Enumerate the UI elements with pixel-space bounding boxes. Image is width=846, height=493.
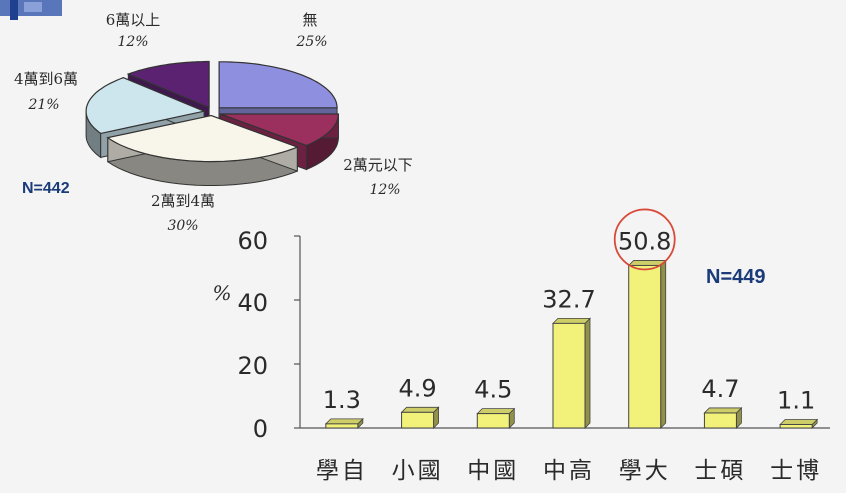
y-tick-0: 0 [253, 415, 268, 443]
pie-slice-2to4 [106, 114, 300, 163]
bar-6 [779, 423, 813, 429]
pie-label-under2-pct: 12% [369, 182, 400, 198]
x-category-label-2: 中國 [467, 458, 519, 484]
bar-value-label-2: 4.5 [474, 376, 512, 404]
bar-top-0 [324, 418, 364, 425]
y-axis-label: % [212, 281, 231, 305]
pie-slice-4to6 [85, 77, 207, 135]
pie-slice-under2 [220, 113, 340, 147]
bar-top-2 [476, 408, 516, 414]
bar-value-label-4: 50.8 [618, 227, 671, 255]
bar-top-6 [779, 419, 819, 425]
x-category-label-6: 士博 [770, 458, 822, 484]
pie-label-under2-name: 2萬元以下 [343, 156, 413, 174]
y-tick-20: 20 [237, 352, 268, 380]
pie-label-none-pct: 25% [295, 34, 327, 50]
bar-top-1 [400, 406, 440, 413]
pie-slices [85, 60, 340, 186]
bar-0 [325, 423, 359, 429]
bar-2 [476, 413, 510, 429]
bar-value-label-5: 4.7 [701, 375, 739, 403]
corner-decoration [0, 0, 62, 20]
x-category-label-4: 學大 [619, 458, 671, 484]
pie-n-label: N=442 [22, 180, 70, 197]
pie-labels: 無 25% 2萬元以下 12% 2萬到4萬 30% 4萬到6萬 21% 6萬以上… [14, 11, 413, 234]
bar-4 [628, 264, 662, 429]
bar-top-5 [703, 407, 743, 414]
pie-label-over6-name: 6萬以上 [106, 11, 161, 29]
x-category-label-0: 學自 [316, 458, 368, 484]
y-tick-40: 40 [237, 289, 268, 317]
bar-1 [401, 411, 435, 429]
bar-category-labels: 學自 小國 中國 中高 學大 士碩 士博 [316, 458, 822, 484]
pie-slice-over6 [126, 60, 210, 109]
highlight-circle [613, 208, 676, 271]
pie-label-4to6-name: 4萬到6萬 [14, 70, 78, 88]
bar-3 [552, 322, 586, 429]
bar-value-label-1: 4.9 [398, 374, 436, 402]
bar-chart: % 60 40 20 0 1.3 4.9 4.5 32.7 50.8 4.7 1.1 學自小… [212, 208, 830, 484]
bar-side-4 [660, 259, 667, 429]
bar-5 [703, 412, 737, 429]
pie-slice-none [218, 61, 338, 109]
pie-label-4to6-pct: 21% [27, 97, 59, 113]
pie-label-over6-pct: 12% [117, 34, 148, 50]
bar-value-label-6: 1.1 [777, 386, 815, 414]
y-tick-60: 60 [237, 227, 268, 255]
x-category-label-1: 小國 [392, 458, 444, 484]
x-category-label-3: 中高 [543, 458, 595, 484]
bar-value-label-3: 32.7 [542, 285, 595, 313]
pie-label-none-name: 無 [302, 11, 317, 29]
bar-side-3 [584, 317, 591, 429]
bar-series [324, 259, 819, 429]
pie-chart: 無 25% 2萬元以下 12% 2萬到4萬 30% 4萬到6萬 21% 6萬以上… [14, 11, 413, 234]
bar-value-label-0: 1.3 [323, 386, 361, 414]
pie-label-2to4-name: 2萬到4萬 [151, 192, 215, 210]
bar-value-labels: 1.3 4.9 4.5 32.7 50.8 4.7 1.1 [323, 208, 815, 414]
pie-label-2to4-pct: 30% [167, 218, 198, 234]
bar-n-label: N=449 [706, 266, 766, 288]
bar-top-3 [552, 317, 591, 324]
x-category-label-5: 士碩 [694, 458, 746, 484]
